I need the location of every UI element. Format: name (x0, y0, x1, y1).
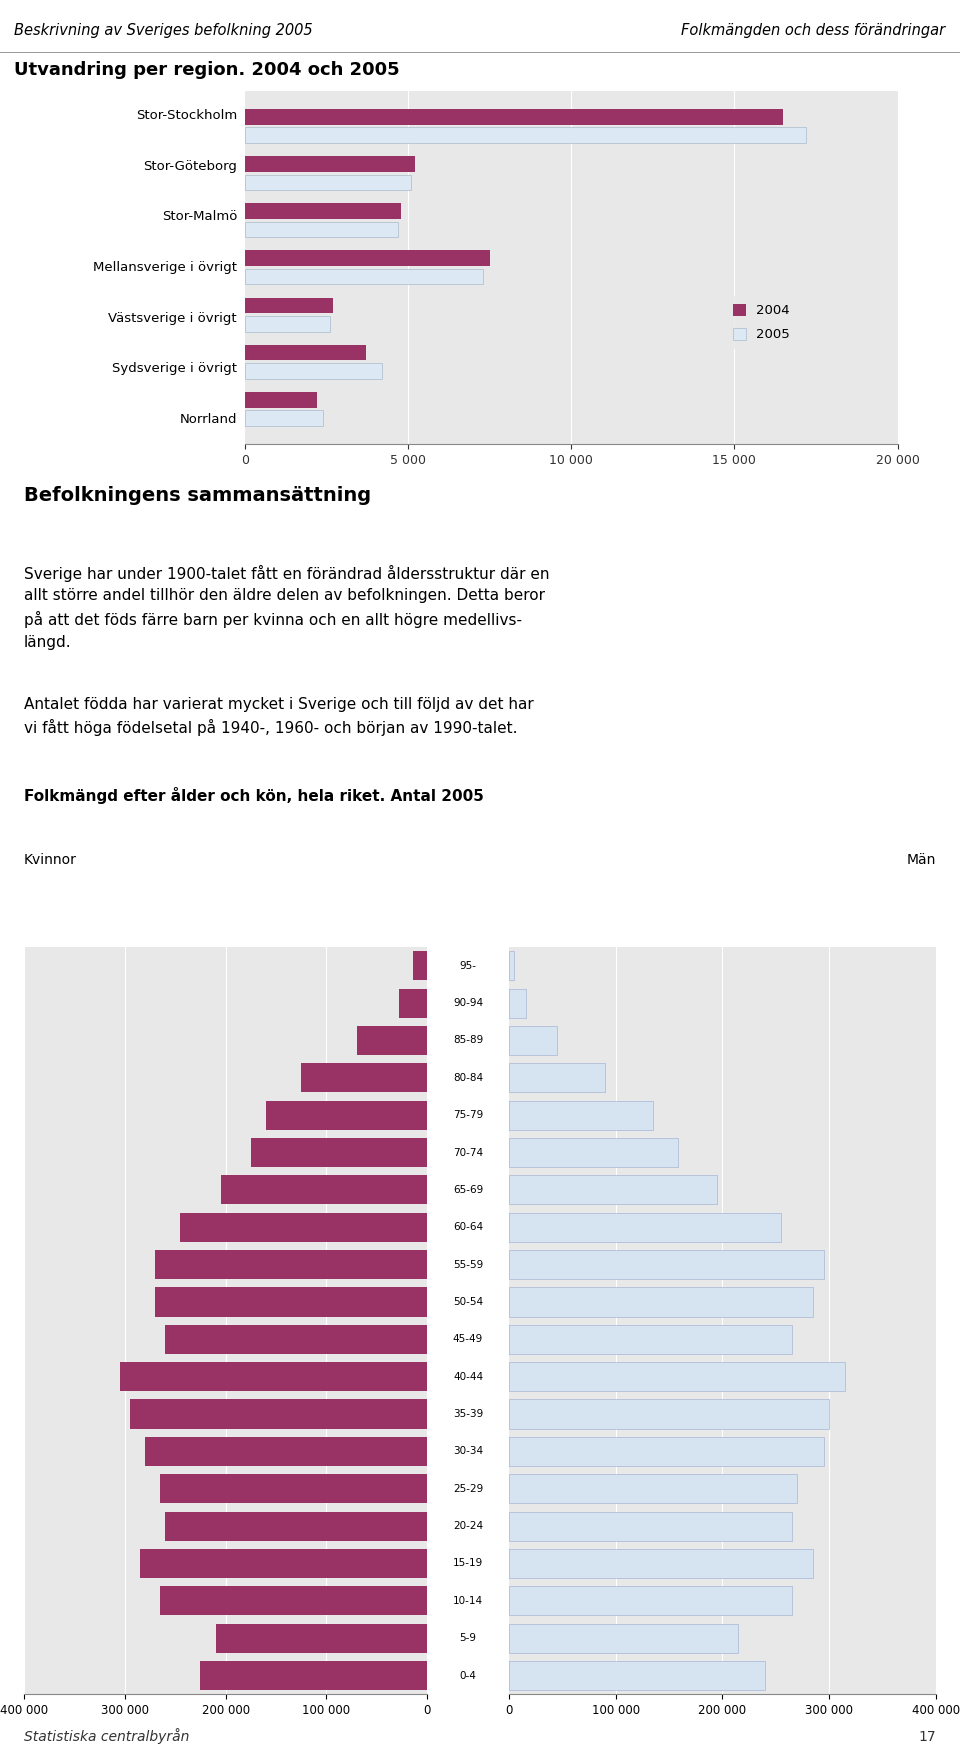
Text: 65-69: 65-69 (453, 1185, 483, 1195)
Text: 17: 17 (919, 1730, 936, 1744)
Text: Stor-Stockholm: Stor-Stockholm (136, 109, 237, 123)
Text: Statistiska centralbyrån: Statistiska centralbyrån (24, 1729, 189, 1744)
Text: Utvandring per region. 2004 och 2005: Utvandring per region. 2004 och 2005 (14, 61, 400, 79)
Text: Mellansverige i övrigt: Mellansverige i övrigt (93, 261, 237, 274)
Text: 60-64: 60-64 (453, 1221, 483, 1232)
Text: 40-44: 40-44 (453, 1372, 483, 1381)
Text: Stor-Malmö: Stor-Malmö (161, 211, 237, 223)
Text: 20-24: 20-24 (453, 1522, 483, 1530)
Text: 35-39: 35-39 (453, 1409, 483, 1420)
Text: 70-74: 70-74 (453, 1148, 483, 1158)
Text: Befolkningens sammansättning: Befolkningens sammansättning (24, 486, 372, 505)
Text: Sydsverige i övrigt: Sydsverige i övrigt (112, 362, 237, 376)
Text: 50-54: 50-54 (453, 1297, 483, 1307)
Text: 55-59: 55-59 (453, 1260, 483, 1269)
Text: 80-84: 80-84 (453, 1072, 483, 1083)
Text: 15-19: 15-19 (453, 1558, 483, 1569)
Text: Folkmängden och dess förändringar: Folkmängden och dess förändringar (682, 23, 946, 39)
Text: Män: Män (906, 853, 936, 867)
Text: Beskrivning av Sveriges befolkning 2005: Beskrivning av Sveriges befolkning 2005 (14, 23, 313, 39)
Text: 45-49: 45-49 (453, 1334, 483, 1344)
Text: Kvinnor: Kvinnor (24, 853, 77, 867)
Text: 95-: 95- (460, 960, 476, 971)
Text: Norrland: Norrland (180, 412, 237, 426)
Text: 30-34: 30-34 (453, 1446, 483, 1457)
Text: 10-14: 10-14 (453, 1595, 483, 1606)
Text: Folkmängd efter ålder och kön, hela riket. Antal 2005: Folkmängd efter ålder och kön, hela rike… (24, 788, 484, 804)
Text: Västsverige i övrigt: Västsverige i övrigt (108, 311, 237, 325)
Text: Stor-Göteborg: Stor-Göteborg (143, 160, 237, 174)
Text: 0-4: 0-4 (460, 1671, 476, 1681)
Text: Antalet födda har varierat mycket i Sverige och till följd av det har
vi fått hö: Antalet födda har varierat mycket i Sver… (24, 697, 534, 737)
Text: 75-79: 75-79 (453, 1111, 483, 1120)
Text: 85-89: 85-89 (453, 1035, 483, 1046)
Text: 25-29: 25-29 (453, 1483, 483, 1494)
Text: 90-94: 90-94 (453, 999, 483, 1007)
Text: Sverige har under 1900-talet fått en förändrad åldersstruktur där en
allt större: Sverige har under 1900-talet fått en för… (24, 565, 549, 649)
Legend: 2004, 2005: 2004, 2005 (725, 297, 798, 349)
Text: 5-9: 5-9 (460, 1634, 476, 1643)
